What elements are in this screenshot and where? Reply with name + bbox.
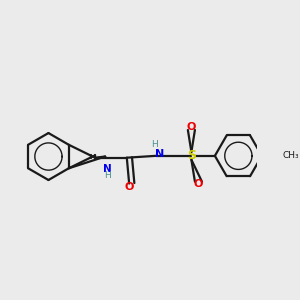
Text: O: O xyxy=(125,182,134,193)
Text: H: H xyxy=(151,140,158,149)
Text: O: O xyxy=(187,122,196,132)
Text: O: O xyxy=(194,179,203,189)
Text: N: N xyxy=(103,164,112,174)
Text: CH₃: CH₃ xyxy=(283,151,299,160)
Text: N: N xyxy=(155,149,165,159)
Text: S: S xyxy=(187,149,196,162)
Text: H: H xyxy=(104,171,111,180)
